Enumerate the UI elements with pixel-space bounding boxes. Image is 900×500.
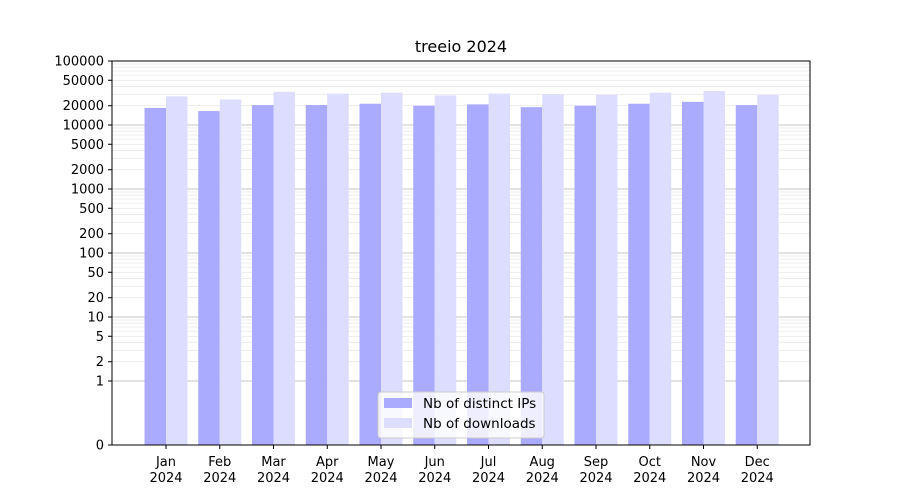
x-tick-label-year: 2024	[472, 471, 505, 486]
x-tick-label-month: Jul	[480, 455, 497, 470]
bar-downloads	[327, 93, 349, 445]
bar-distinct-ips	[305, 105, 328, 445]
x-tick-label-year: 2024	[311, 471, 344, 486]
bar-downloads	[596, 94, 618, 445]
x-tick-label-month: Aug	[530, 455, 555, 470]
x-tick-label-year: 2024	[257, 471, 290, 486]
bar-downloads	[166, 96, 188, 445]
bar-downloads	[219, 99, 242, 446]
y-tick-label: 0	[96, 439, 104, 454]
x-tick-label-month: Apr	[316, 455, 339, 470]
bar-distinct-ips	[682, 101, 704, 445]
x-tick-label-month: Dec	[745, 455, 770, 470]
x-tick-label-year: 2024	[203, 471, 236, 486]
legend-label: Nb of distinct IPs	[423, 396, 536, 412]
x-tick-label-month: Oct	[639, 455, 661, 470]
chart-title: treeio 2024	[415, 37, 507, 56]
x-tick-label-month: Mar	[261, 455, 286, 470]
legend-box	[377, 391, 545, 439]
y-tick-label: 10	[87, 311, 104, 326]
bar-downloads	[434, 95, 457, 445]
y-tick-label: 1	[96, 375, 104, 390]
legend-swatch	[384, 418, 412, 428]
x-tick-label-year: 2024	[149, 471, 182, 486]
bar-downloads	[542, 94, 564, 445]
y-tick-label: 500	[79, 202, 104, 217]
y-tick-label: 5	[96, 330, 104, 345]
y-tick-label: 2	[96, 355, 104, 370]
bar-downloads	[381, 92, 403, 445]
y-tick-label: 200	[79, 227, 104, 242]
bar-downloads	[488, 93, 510, 445]
x-tick-label-year: 2024	[364, 471, 397, 486]
y-tick-label: 50000	[63, 74, 104, 89]
x-tick-label-year: 2024	[579, 471, 612, 486]
bar-downloads	[649, 92, 672, 445]
bar-distinct-ips	[144, 107, 166, 446]
bar-distinct-ips	[628, 103, 650, 445]
legend: Nb of distinct IPs Nb of downloads	[377, 391, 545, 439]
bar-distinct-ips	[252, 105, 274, 445]
bar-downloads	[757, 94, 779, 445]
y-tick-label: 20	[87, 291, 104, 306]
x-tick-label-month: Jan	[155, 455, 176, 470]
bar-downloads	[703, 90, 725, 445]
y-tick-label: 100	[79, 247, 104, 262]
y-tick-label: 10000	[63, 119, 104, 134]
x-tick-label-month: Jun	[424, 455, 445, 470]
legend-swatch	[384, 398, 412, 408]
y-tick-label: 5000	[71, 138, 104, 153]
y-tick-label: 1000	[71, 183, 104, 198]
y-tick-label: 100000	[54, 55, 104, 70]
bar-distinct-ips	[467, 104, 489, 446]
bar-distinct-ips	[198, 111, 220, 445]
bar-distinct-ips	[735, 105, 758, 445]
x-tick-label-month: Feb	[208, 455, 231, 470]
x-tick-label-year: 2024	[418, 471, 451, 486]
bar-downloads	[273, 91, 295, 445]
y-tick-label: 2000	[71, 163, 104, 178]
legend-label: Nb of downloads	[423, 416, 536, 432]
bar-distinct-ips	[359, 103, 381, 445]
x-tick-label-month: May	[368, 455, 395, 470]
bar-distinct-ips	[413, 105, 435, 446]
bar-distinct-ips	[574, 105, 596, 446]
x-tick-label-year: 2024	[741, 471, 774, 486]
x-tick-label-year: 2024	[633, 471, 666, 486]
y-axis: 0 1 2 5 10 20 50 100 200 500 1000 2000 5000 10000 2000…	[54, 55, 112, 454]
x-tick-label-year: 2024	[526, 471, 559, 486]
bar-distinct-ips	[520, 107, 543, 446]
y-tick-label: 20000	[63, 99, 104, 114]
x-tick-label-month: Sep	[584, 455, 609, 470]
y-tick-label: 50	[87, 266, 104, 281]
x-tick-label-month: Nov	[691, 455, 717, 470]
x-axis: Jan2024Feb2024Mar2024Apr2024May2024Jun20…	[149, 445, 774, 486]
x-tick-label-year: 2024	[687, 471, 720, 486]
bars	[144, 90, 779, 446]
